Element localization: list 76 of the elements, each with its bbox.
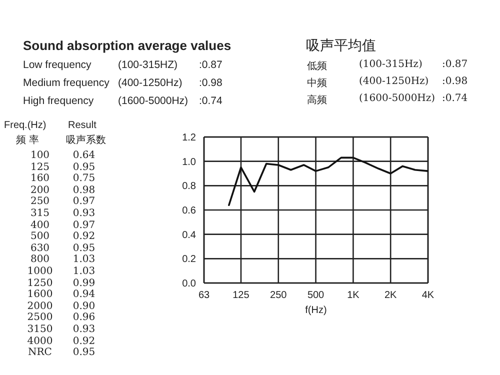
x-axis-title: f(Hz) bbox=[305, 305, 327, 316]
x-tick-label: 63 bbox=[198, 290, 210, 302]
text: 800 bbox=[29, 254, 51, 266]
text: Freq.(Hz) bbox=[4, 120, 46, 131]
text: (400-1250Hz) bbox=[118, 77, 182, 89]
text: 0.97 bbox=[72, 196, 96, 208]
text: 0.95 bbox=[72, 162, 96, 173]
text: 高频 bbox=[307, 94, 327, 107]
y-tick-label: 0.4 bbox=[182, 230, 196, 241]
text: 100 bbox=[29, 150, 51, 161]
text: 0.93 bbox=[72, 208, 96, 219]
text: 0.97 bbox=[72, 220, 96, 231]
y-tick-label: 0.6 bbox=[182, 206, 196, 217]
text: NRC bbox=[27, 347, 53, 358]
y-tick-label: 0.0 bbox=[182, 278, 196, 290]
text: 400 bbox=[29, 220, 51, 231]
chart-title: Sound absorption average values bbox=[23, 38, 232, 53]
text: 630 bbox=[29, 242, 51, 254]
text: 0.95 bbox=[72, 347, 96, 358]
x-tick-label: 500 bbox=[307, 290, 325, 302]
text: 1.03 bbox=[72, 266, 96, 277]
text: Medium frequency bbox=[23, 77, 110, 89]
text: 吸声系数 bbox=[66, 134, 106, 147]
y-tick-label: 0.2 bbox=[182, 254, 196, 266]
text: 0.96 bbox=[72, 312, 96, 324]
x-tick-label: 1K bbox=[347, 290, 360, 302]
text: 0.93 bbox=[72, 324, 96, 335]
text: :0.87 bbox=[442, 59, 468, 70]
text: 1600 bbox=[26, 289, 54, 300]
text: :0.74 bbox=[199, 95, 222, 107]
text: 中频 bbox=[307, 76, 327, 90]
text: 250 bbox=[29, 196, 51, 208]
text: 160 bbox=[29, 173, 51, 184]
text: 低频 bbox=[307, 60, 327, 73]
y-tick-label: 1.2 bbox=[182, 132, 196, 144]
x-tick-label: 250 bbox=[270, 290, 288, 302]
x-tick-label: 125 bbox=[232, 290, 250, 302]
text: 0.64 bbox=[72, 150, 96, 161]
text: (1600-5000Hz) bbox=[118, 95, 188, 107]
text: 500 bbox=[29, 231, 51, 242]
text: 0.75 bbox=[72, 173, 96, 184]
text: 0.92 bbox=[72, 231, 96, 242]
text: (100-315Hz) bbox=[359, 59, 422, 70]
y-tick-label: 1.0 bbox=[182, 156, 196, 168]
text: 315 bbox=[29, 208, 51, 219]
text: 0.92 bbox=[72, 336, 96, 347]
text: 4000 bbox=[26, 336, 54, 347]
y-tick-label: 0.8 bbox=[182, 181, 196, 192]
text: :0.98 bbox=[199, 77, 222, 89]
x-tick-label: 4K bbox=[422, 290, 434, 302]
text: :0.74 bbox=[442, 93, 468, 104]
text: (1600-5000Hz) bbox=[359, 93, 436, 104]
chart-subtitle: 吸声平均值 bbox=[306, 37, 376, 55]
text: 2500 bbox=[26, 312, 54, 324]
text: 1250 bbox=[26, 278, 54, 289]
x-tick-label: 2K bbox=[384, 290, 398, 302]
text: 200 bbox=[29, 184, 51, 196]
text: 0.98 bbox=[72, 184, 96, 196]
line-series bbox=[228, 156, 428, 206]
text: High frequency bbox=[23, 95, 94, 107]
text: Result bbox=[68, 120, 96, 131]
text: 1.03 bbox=[72, 254, 96, 266]
text: :0.98 bbox=[442, 76, 468, 87]
text: 125 bbox=[29, 162, 51, 173]
text: 3150 bbox=[26, 324, 54, 335]
text: 1000 bbox=[26, 266, 54, 277]
text: 0.94 bbox=[72, 289, 96, 300]
text: Low frequency bbox=[23, 59, 92, 71]
text: 频 率 bbox=[16, 134, 40, 147]
text: (100-315HZ) bbox=[118, 59, 178, 71]
text: 2000 bbox=[26, 300, 54, 312]
text: (400-1250Hz) bbox=[359, 76, 429, 87]
text: 0.99 bbox=[72, 278, 96, 289]
text: 0.95 bbox=[72, 242, 96, 254]
text: 0.90 bbox=[72, 300, 96, 312]
text: :0.87 bbox=[199, 59, 222, 71]
